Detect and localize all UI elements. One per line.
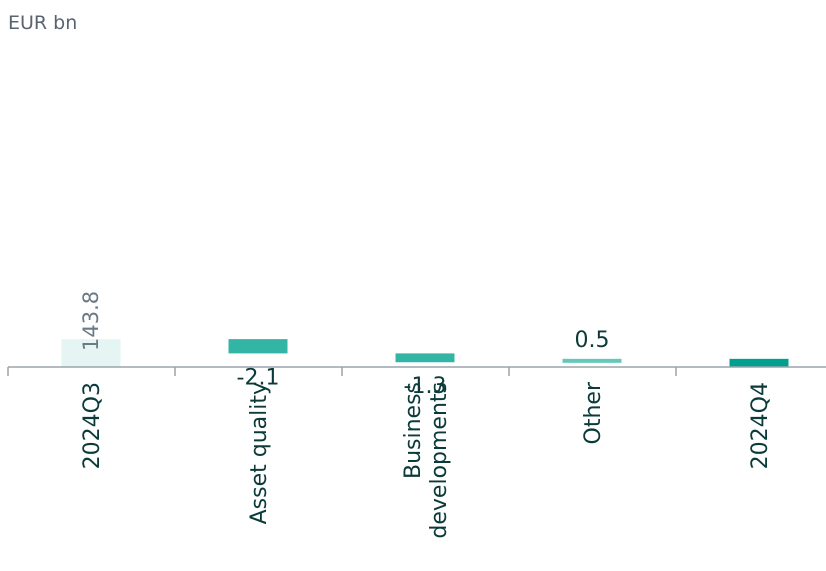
bar-2 <box>395 353 455 363</box>
data-label-2: -1.3 <box>404 374 447 399</box>
y-axis-unit-label: EUR bn <box>8 12 78 34</box>
bar-3 <box>562 358 622 363</box>
category-label-2-line-0: Business <box>401 382 426 479</box>
category-label-2-line-1: developments <box>427 382 452 539</box>
category-label-3: Other <box>581 381 606 444</box>
category-label-4: 2024Q4 <box>748 382 773 469</box>
data-label-1: -2.1 <box>237 365 280 390</box>
category-label-1: Asset quality <box>247 382 272 524</box>
category-label-0: 2024Q3 <box>80 382 105 469</box>
data-label-3: 0.5 <box>575 328 610 353</box>
data-label-4: 140.9 <box>747 291 771 351</box>
bar-4 <box>729 358 789 367</box>
bar-0 <box>61 339 121 367</box>
bar-1 <box>228 339 288 354</box>
data-label-0: 143.8 <box>79 291 103 351</box>
